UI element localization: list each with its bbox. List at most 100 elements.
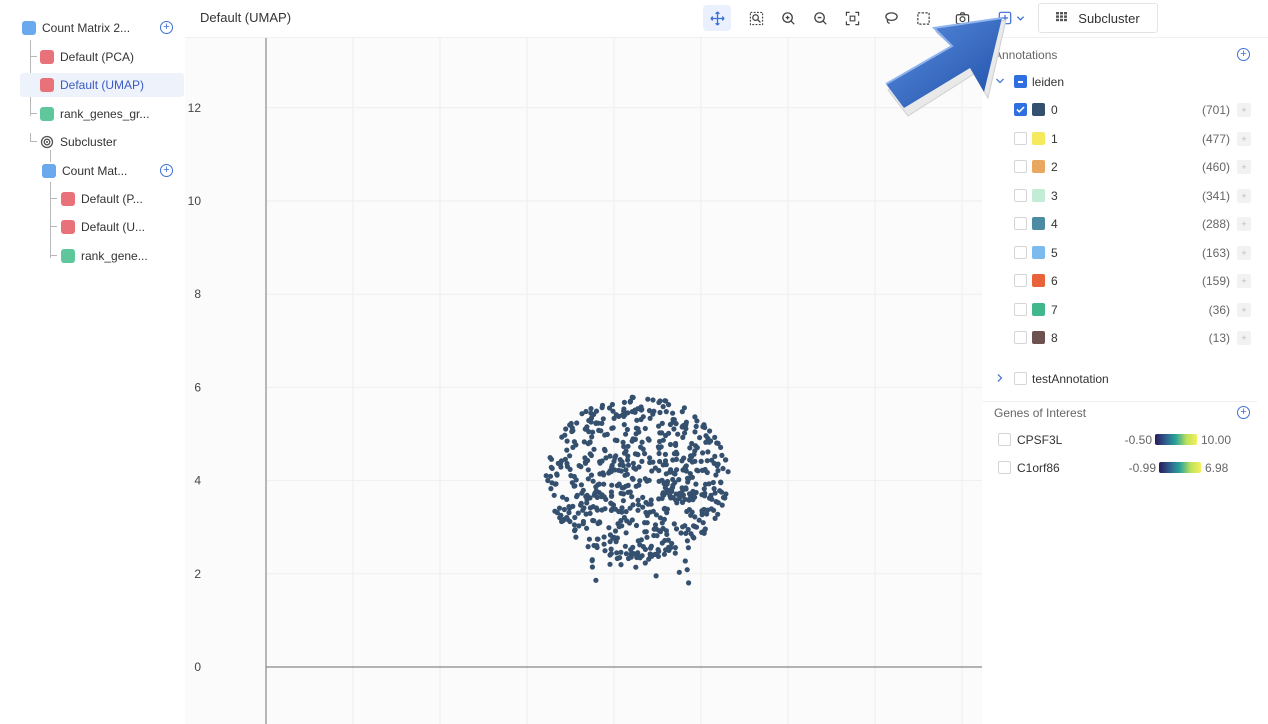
cluster-more-button[interactable]: +	[1237, 188, 1251, 203]
sidebar-item-sub-default-pca[interactable]: Default (P...	[61, 187, 181, 211]
data-point	[629, 475, 635, 481]
sidebar-item-count-matrix-sub[interactable]: Count Mat...	[42, 159, 160, 183]
cluster-more-button[interactable]: +	[1237, 274, 1251, 288]
gene-color-scale	[1155, 434, 1197, 445]
cluster-more-button[interactable]: +	[1237, 302, 1251, 317]
sidebar-item-label: Subcluster	[60, 135, 117, 149]
umap-plot[interactable]: 12 10 8 6 4 2 0	[185, 38, 982, 724]
cluster-color-swatch[interactable]	[1032, 160, 1045, 173]
data-point	[715, 511, 721, 517]
cluster-label: 3	[1051, 188, 1058, 203]
sidebar-item-count-matrix[interactable]: Count Matrix 2...	[20, 16, 160, 40]
leiden-group-checkbox[interactable]	[1014, 75, 1027, 88]
add-child-icon[interactable]: +	[160, 21, 173, 34]
cluster-more-button[interactable]: +	[1237, 131, 1251, 146]
sidebar-item-subcluster[interactable]: Subcluster	[40, 130, 180, 154]
data-point	[684, 475, 691, 481]
data-point	[558, 512, 564, 518]
data-point	[666, 402, 672, 408]
zoom-box-button[interactable]	[742, 5, 770, 31]
cluster-checkbox[interactable]	[1014, 245, 1027, 259]
data-point	[673, 449, 679, 455]
box-select-button[interactable]	[909, 5, 937, 31]
data-point	[601, 446, 608, 452]
sidebar-item-default-umap[interactable]: Default (UMAP)	[20, 73, 184, 97]
data-point	[664, 510, 670, 516]
cluster-color-swatch[interactable]	[1032, 131, 1045, 145]
chevron-right-icon[interactable]	[995, 373, 1005, 383]
data-point	[579, 411, 585, 417]
cluster-more-button[interactable]: +	[1237, 103, 1251, 117]
data-point	[566, 510, 572, 516]
data-point	[606, 525, 612, 531]
gene-min-value: -0.50	[1124, 433, 1152, 447]
chevron-down-icon[interactable]	[995, 76, 1005, 86]
cluster-checkbox[interactable]	[1014, 274, 1027, 287]
data-point	[642, 476, 648, 482]
data-point	[673, 526, 680, 532]
data-point	[683, 467, 689, 473]
add-child-icon[interactable]: +	[160, 164, 173, 177]
sidebar-item-default-pca[interactable]: Default (PCA)	[40, 45, 180, 69]
data-point	[662, 398, 668, 404]
cluster-label: 0	[1051, 103, 1058, 117]
data-point	[685, 545, 691, 551]
data-point	[635, 452, 641, 458]
zoom-in-button[interactable]	[774, 5, 802, 31]
cluster-more-button[interactable]: +	[1237, 160, 1251, 174]
autoscale-button[interactable]	[838, 5, 866, 31]
cluster-color-swatch[interactable]	[1032, 217, 1045, 230]
cluster-color-swatch[interactable]	[1032, 302, 1045, 316]
cluster-color-swatch[interactable]	[1032, 331, 1045, 344]
cluster-color-swatch[interactable]	[1032, 188, 1045, 202]
sidebar-item-sub-rank-genes[interactable]: rank_gene...	[61, 244, 181, 268]
cluster-checkbox[interactable]	[1014, 103, 1027, 116]
cluster-more-button[interactable]: +	[1237, 331, 1251, 345]
data-point	[576, 523, 582, 529]
sidebar-item-rank-genes[interactable]: rank_genes_gr...	[40, 102, 180, 126]
data-point	[671, 426, 677, 432]
data-point	[613, 539, 619, 545]
data-point	[692, 514, 698, 520]
gene-name: CPSF3L	[1017, 433, 1063, 447]
cluster-color-swatch[interactable]	[1032, 274, 1045, 287]
data-point	[578, 482, 584, 488]
data-point	[604, 431, 610, 437]
cluster-checkbox[interactable]	[1014, 160, 1027, 173]
gene-checkbox[interactable]	[998, 461, 1011, 474]
subcluster-button[interactable]: Subcluster	[1038, 3, 1158, 33]
data-point	[610, 408, 616, 414]
data-point	[625, 443, 631, 449]
data-point	[616, 524, 622, 530]
cluster-label: 1	[1051, 131, 1058, 146]
cluster-color-swatch[interactable]	[1032, 103, 1045, 116]
scatter-plot-canvas[interactable]: 12 10 8 6 4 2 0	[185, 38, 982, 724]
data-point	[552, 508, 558, 514]
cluster-color-swatch[interactable]	[1032, 245, 1045, 259]
data-point	[602, 548, 608, 554]
add-gene-icon[interactable]: +	[1237, 406, 1250, 419]
cluster-more-button[interactable]: +	[1237, 245, 1251, 260]
cluster-checkbox[interactable]	[1014, 217, 1027, 230]
gene-checkbox[interactable]	[998, 433, 1011, 446]
cluster-count: (341)	[1201, 188, 1230, 203]
sidebar-item-label: Default (PCA)	[60, 50, 135, 64]
cluster-checkbox[interactable]	[1014, 331, 1027, 344]
lasso-select-button[interactable]	[877, 5, 905, 31]
data-point	[650, 397, 656, 403]
data-point	[668, 467, 674, 473]
genes-section-title: Genes of Interest	[994, 406, 1087, 420]
pan-tool-button[interactable]	[703, 5, 731, 31]
sidebar-item-sub-default-umap[interactable]: Default (U...	[61, 215, 181, 239]
data-point	[675, 431, 681, 437]
data-point	[683, 422, 689, 428]
cluster-checkbox[interactable]	[1014, 188, 1027, 202]
test-annotation-checkbox[interactable]	[1014, 372, 1027, 385]
cluster-checkbox[interactable]	[1014, 131, 1027, 145]
cluster-checkbox[interactable]	[1014, 302, 1027, 316]
cluster-more-button[interactable]: +	[1237, 217, 1251, 231]
zoom-out-button[interactable]	[806, 5, 834, 31]
add-annotation-icon[interactable]: +	[1237, 48, 1250, 61]
rank-genes-icon	[61, 249, 75, 263]
data-point	[719, 452, 725, 458]
